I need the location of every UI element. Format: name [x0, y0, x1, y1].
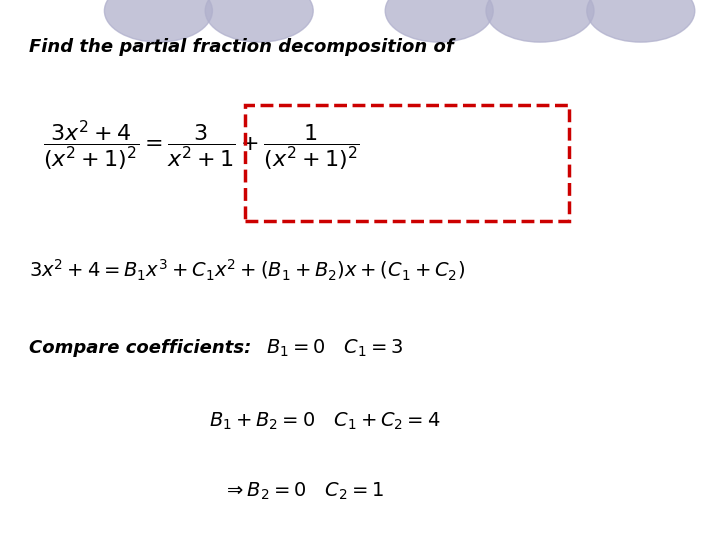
Ellipse shape: [104, 0, 212, 42]
Text: Compare coefficients:: Compare coefficients:: [29, 339, 251, 357]
Ellipse shape: [385, 0, 493, 42]
Text: $\Rightarrow B_2 = 0 \quad C_2 = 1$: $\Rightarrow B_2 = 0 \quad C_2 = 1$: [223, 481, 384, 502]
Ellipse shape: [486, 0, 594, 42]
Text: Find the partial fraction decomposition of: Find the partial fraction decomposition …: [29, 38, 454, 56]
Text: $B_1 = 0 \quad C_1 = 3$: $B_1 = 0 \quad C_1 = 3$: [266, 338, 404, 359]
Ellipse shape: [205, 0, 313, 42]
Ellipse shape: [587, 0, 695, 42]
Text: $B_1 + B_2 = 0 \quad C_1 + C_2 = 4$: $B_1 + B_2 = 0 \quad C_1 + C_2 = 4$: [209, 410, 440, 432]
Text: $\dfrac{3x^2+4}{\left(x^2+1\right)^2} = \dfrac{3}{x^2+1} + \dfrac{1}{\left(x^2+1: $\dfrac{3x^2+4}{\left(x^2+1\right)^2} = …: [43, 118, 360, 173]
Text: $3x^2+4 = B_1 x^3 + C_1 x^2 + \left(B_1+B_2\right)x + \left(C_1+C_2\right)$: $3x^2+4 = B_1 x^3 + C_1 x^2 + \left(B_1+…: [29, 258, 465, 282]
